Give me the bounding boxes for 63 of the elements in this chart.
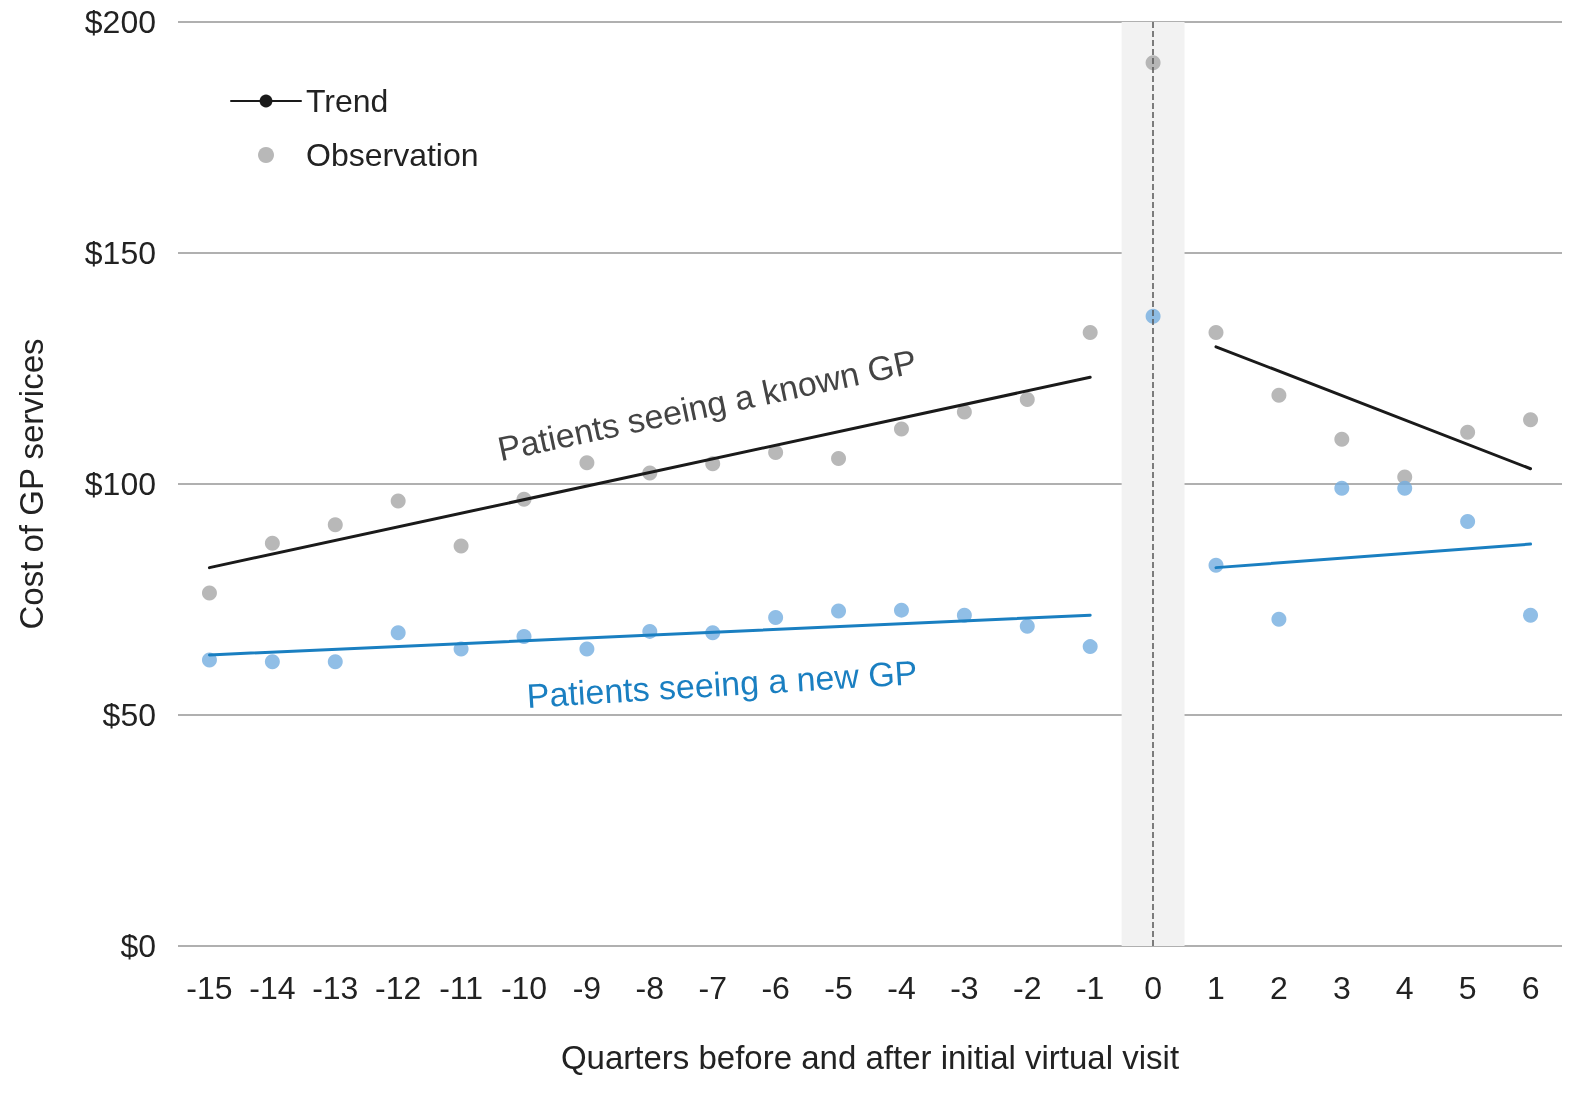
x-tick-label: 3 bbox=[1332, 970, 1351, 1006]
x-tick-label: -5 bbox=[824, 970, 853, 1006]
x-tick-label: -13 bbox=[312, 970, 359, 1006]
x-tick-label: -6 bbox=[761, 970, 790, 1006]
point bbox=[893, 421, 909, 437]
x-tick-label: 0 bbox=[1144, 970, 1162, 1006]
point bbox=[768, 610, 784, 626]
point bbox=[956, 404, 972, 420]
x-tick-label: -7 bbox=[698, 970, 727, 1006]
point bbox=[1271, 387, 1287, 403]
x-axis-title: Quarters before and after initial virtual visit bbox=[560, 1039, 1180, 1076]
point bbox=[1460, 424, 1476, 440]
point bbox=[453, 538, 469, 554]
annotation: Patients seeing a known GP bbox=[494, 342, 920, 468]
x-tick-label: -8 bbox=[635, 970, 665, 1006]
point bbox=[1208, 324, 1224, 340]
point bbox=[327, 517, 343, 533]
point bbox=[1019, 391, 1035, 407]
x-tick-label: -9 bbox=[572, 970, 602, 1006]
y-tick-label: $100 bbox=[84, 466, 156, 502]
point bbox=[264, 654, 280, 670]
point bbox=[1334, 431, 1350, 447]
legend-label: Trend bbox=[306, 83, 389, 119]
x-tick-label: 6 bbox=[1521, 970, 1540, 1006]
x-tick-label: -10 bbox=[500, 970, 548, 1006]
point bbox=[201, 585, 217, 601]
point bbox=[831, 451, 847, 467]
point bbox=[1460, 513, 1476, 529]
x-tick-label: -15 bbox=[186, 970, 233, 1006]
y-tick-label: $50 bbox=[102, 697, 156, 733]
point bbox=[390, 493, 406, 509]
x-tick-label: 5 bbox=[1458, 970, 1477, 1006]
x-tick-label: -11 bbox=[439, 970, 484, 1006]
point bbox=[390, 625, 406, 641]
y-axis-title: Cost of GP services bbox=[13, 338, 50, 630]
point bbox=[1523, 607, 1539, 623]
x-tick-label: -14 bbox=[249, 970, 296, 1006]
point bbox=[893, 602, 909, 618]
legend-label: Observation bbox=[306, 137, 479, 173]
x-tick-label: -12 bbox=[375, 970, 422, 1006]
x-tick-label: -1 bbox=[1075, 970, 1105, 1006]
point bbox=[1334, 480, 1350, 496]
x-tick-label: -3 bbox=[950, 970, 979, 1006]
point bbox=[1523, 412, 1539, 428]
x-tick-label: 1 bbox=[1207, 970, 1225, 1006]
point bbox=[1082, 324, 1098, 340]
point bbox=[327, 654, 343, 670]
point bbox=[831, 603, 847, 619]
y-tick-label: $150 bbox=[84, 235, 156, 271]
point bbox=[768, 445, 784, 461]
annotation: Patients seeing a new GP bbox=[525, 653, 919, 715]
x-tick-label: 4 bbox=[1395, 970, 1414, 1006]
point bbox=[1397, 480, 1413, 496]
x-tick-label: -2 bbox=[1013, 970, 1042, 1006]
point bbox=[1019, 618, 1035, 634]
point bbox=[264, 535, 280, 551]
y-tick-label: $200 bbox=[84, 4, 156, 40]
point bbox=[1271, 611, 1287, 627]
point bbox=[1082, 639, 1098, 655]
x-tick-label: 2 bbox=[1270, 970, 1288, 1006]
y-tick-label: $0 bbox=[120, 928, 156, 964]
x-tick-label: -4 bbox=[887, 970, 916, 1006]
point bbox=[579, 641, 595, 657]
